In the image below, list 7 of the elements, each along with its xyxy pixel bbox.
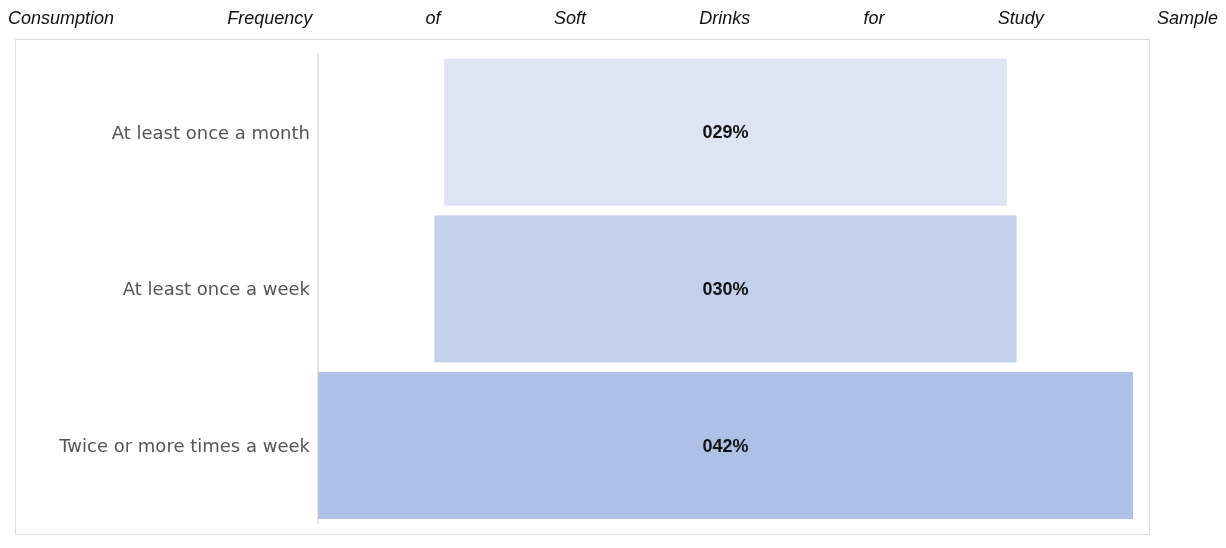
data-label: 029%: [702, 122, 749, 143]
category-label: At least once a month: [111, 121, 310, 143]
category-label: Twice or more times a week: [58, 435, 311, 457]
data-label: 042%: [702, 435, 749, 456]
data-label: 030%: [702, 278, 749, 299]
text: Consumption Frequency of Soft Drinks for Study Sample: [8, 8, 1218, 29]
category-label: At least once a week: [122, 278, 311, 300]
